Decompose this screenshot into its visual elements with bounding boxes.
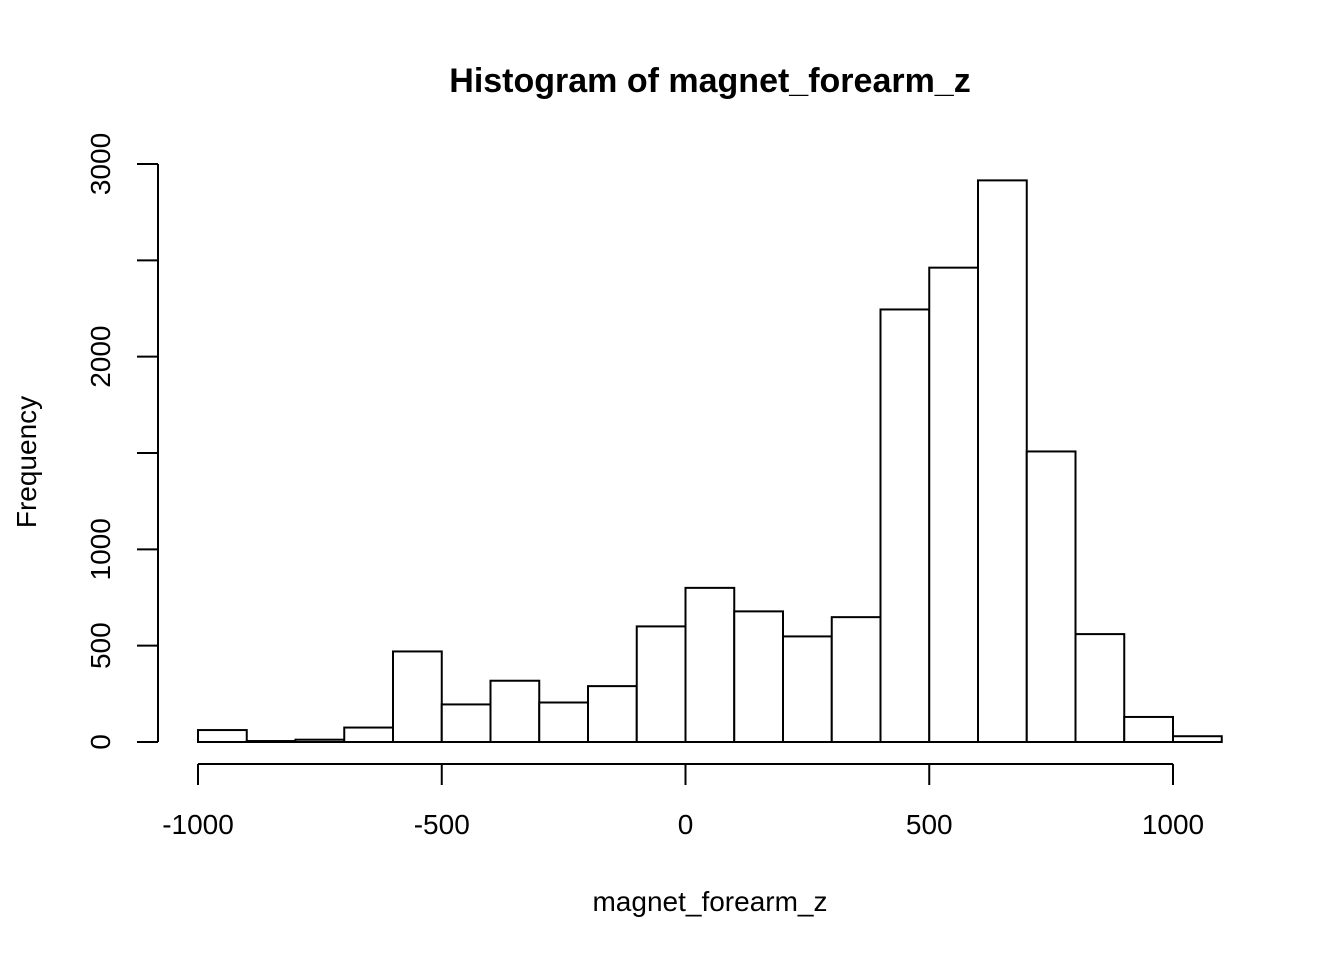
histogram-bar (830, 616, 882, 743)
histogram-bar (977, 179, 1028, 744)
histogram-bar (1074, 633, 1126, 744)
histogram-bar (635, 625, 687, 744)
y-axis-title: Frequency (11, 396, 42, 528)
x-tick-label: 500 (906, 809, 953, 840)
histogram-bar (343, 726, 394, 743)
histogram-bar (1123, 715, 1174, 743)
histogram-bar (1025, 450, 1077, 743)
y-tick-label: 3000 (85, 133, 116, 195)
histogram-bar (928, 266, 979, 743)
histogram-bar (587, 685, 638, 743)
histogram-bar (684, 586, 736, 743)
histogram-bar (879, 308, 931, 743)
histogram-bar (733, 610, 784, 744)
x-axis-title: magnet_forearm_z (592, 886, 827, 917)
y-tick-label: 500 (85, 622, 116, 669)
histogram-bar (1172, 735, 1223, 743)
y-tick-label: 0 (85, 734, 116, 750)
y-tick-label: 2000 (85, 326, 116, 388)
y-axis: 0 500 1000 2000 3000 (85, 133, 159, 750)
histogram-bar (197, 729, 248, 744)
x-axis: -1000 -500 0 500 1000 (162, 763, 1204, 840)
bars-group (197, 179, 1223, 744)
histogram-bar (440, 703, 492, 743)
histogram-bar (392, 650, 443, 743)
histogram-bar (489, 679, 541, 743)
y-tick-label: 1000 (85, 518, 116, 580)
histogram-bar (538, 701, 589, 744)
chart-title: Histogram of magnet_forearm_z (449, 62, 970, 100)
histogram-bar (245, 740, 297, 744)
histogram-bar (294, 738, 346, 743)
x-tick-label: -1000 (162, 809, 234, 840)
x-tick-label: 1000 (1142, 809, 1204, 840)
x-tick-label: 0 (678, 809, 694, 840)
x-tick-label: -500 (414, 809, 470, 840)
histogram-bar (782, 635, 833, 743)
